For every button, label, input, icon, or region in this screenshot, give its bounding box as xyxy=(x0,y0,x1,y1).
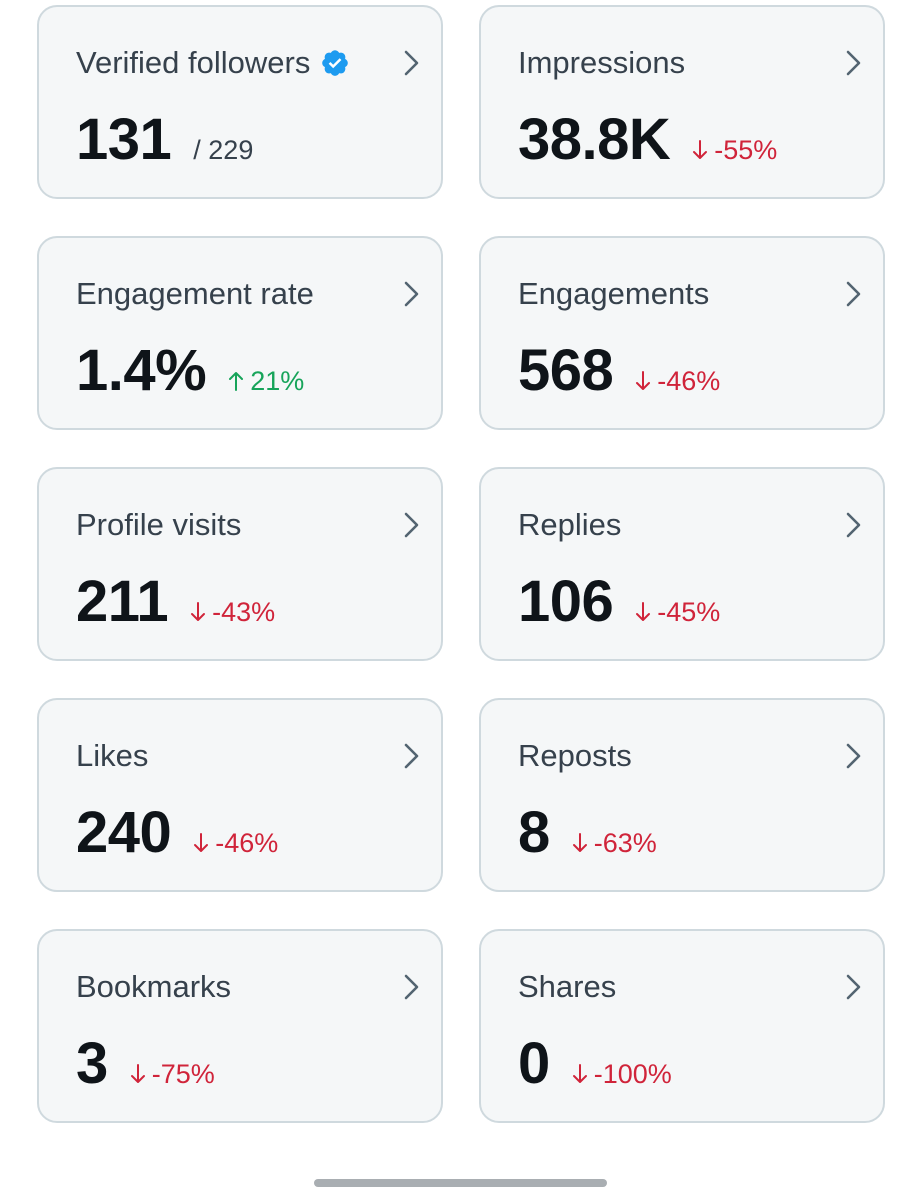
card-title: Impressions xyxy=(518,45,686,80)
metric-change-value: -45% xyxy=(657,597,721,627)
card-title: Profile visits xyxy=(76,507,242,542)
card-title: Verified followers xyxy=(76,45,311,80)
chevron-right-icon xyxy=(404,743,419,769)
metric-change: -43% xyxy=(190,597,275,628)
arrow-down-icon xyxy=(636,602,651,621)
card-impressions[interactable]: Impressions 38.8K -55% xyxy=(479,5,885,199)
analytics-grid: Verified followers 131 / 229 Impressions… xyxy=(37,5,885,1123)
card-title: Reposts xyxy=(518,738,632,773)
card-verified-followers[interactable]: Verified followers 131 / 229 xyxy=(37,5,443,199)
card-replies[interactable]: Replies 106 -45% xyxy=(479,467,885,661)
metric-change-value: -75% xyxy=(151,1059,215,1089)
metric-change-value: -63% xyxy=(593,828,657,858)
metric-change: -75% xyxy=(130,1059,215,1090)
card-title: Engagement rate xyxy=(76,276,314,311)
chevron-right-icon xyxy=(846,50,861,76)
arrow-down-icon xyxy=(130,1064,145,1083)
metric-value: 0 xyxy=(518,1031,550,1096)
card-engagements[interactable]: Engagements 568 -46% xyxy=(479,236,885,430)
metric-value: 3 xyxy=(76,1031,108,1096)
chevron-right-icon xyxy=(404,50,419,76)
card-title: Replies xyxy=(518,507,622,542)
verified-badge-icon xyxy=(322,50,349,76)
metric-change: -45% xyxy=(635,597,720,628)
metric-change-value: -46% xyxy=(657,366,721,396)
arrow-down-icon xyxy=(194,833,209,852)
card-title: Likes xyxy=(76,738,149,773)
metric-change: 21% xyxy=(228,366,304,397)
chevron-right-icon xyxy=(404,281,419,307)
metric-change: -100% xyxy=(572,1059,672,1090)
arrow-down-icon xyxy=(572,833,587,852)
metric-change: -46% xyxy=(193,828,278,859)
metric-value: 38.8K xyxy=(518,107,671,172)
metric-value: 240 xyxy=(76,800,172,865)
card-title: Bookmarks xyxy=(76,969,232,1004)
metric-value: 1.4% xyxy=(76,338,207,403)
chevron-right-icon xyxy=(846,281,861,307)
metric-value: 106 xyxy=(518,569,614,634)
arrow-up-icon xyxy=(229,372,244,391)
metric-change-value: -55% xyxy=(714,135,778,165)
chevron-right-icon xyxy=(404,512,419,538)
card-profile-visits[interactable]: Profile visits 211 -43% xyxy=(37,467,443,661)
card-reposts[interactable]: Reposts 8 -63% xyxy=(479,698,885,892)
card-bookmarks[interactable]: Bookmarks 3 -75% xyxy=(37,929,443,1123)
metric-value: 8 xyxy=(518,800,550,865)
arrow-down-icon xyxy=(693,140,708,159)
metric-change: -63% xyxy=(572,828,657,859)
chevron-right-icon xyxy=(846,743,861,769)
metric-value: 131 xyxy=(76,107,172,172)
arrow-down-icon xyxy=(572,1064,587,1083)
chevron-right-icon xyxy=(846,974,861,1000)
card-likes[interactable]: Likes 240 -46% xyxy=(37,698,443,892)
metric-value: 568 xyxy=(518,338,614,403)
metric-total: / 229 xyxy=(193,135,254,165)
card-title: Engagements xyxy=(518,276,710,311)
arrow-down-icon xyxy=(191,602,206,621)
metric-change-value: -46% xyxy=(215,828,279,858)
metric-change: -55% xyxy=(692,135,777,166)
card-engagement-rate[interactable]: Engagement rate 1.4% 21% xyxy=(37,236,443,430)
metric-value: 211 xyxy=(76,569,169,634)
metric-change-value: 21% xyxy=(250,366,305,396)
chevron-right-icon xyxy=(404,974,419,1000)
card-shares[interactable]: Shares 0 -100% xyxy=(479,929,885,1123)
metric-change-value: -43% xyxy=(212,597,276,627)
card-title: Shares xyxy=(518,969,617,1004)
chevron-right-icon xyxy=(846,512,861,538)
metric-change: -46% xyxy=(635,366,720,397)
metric-change-value: -100% xyxy=(593,1059,672,1089)
home-indicator-bar[interactable] xyxy=(314,1179,607,1187)
arrow-down-icon xyxy=(636,371,651,390)
